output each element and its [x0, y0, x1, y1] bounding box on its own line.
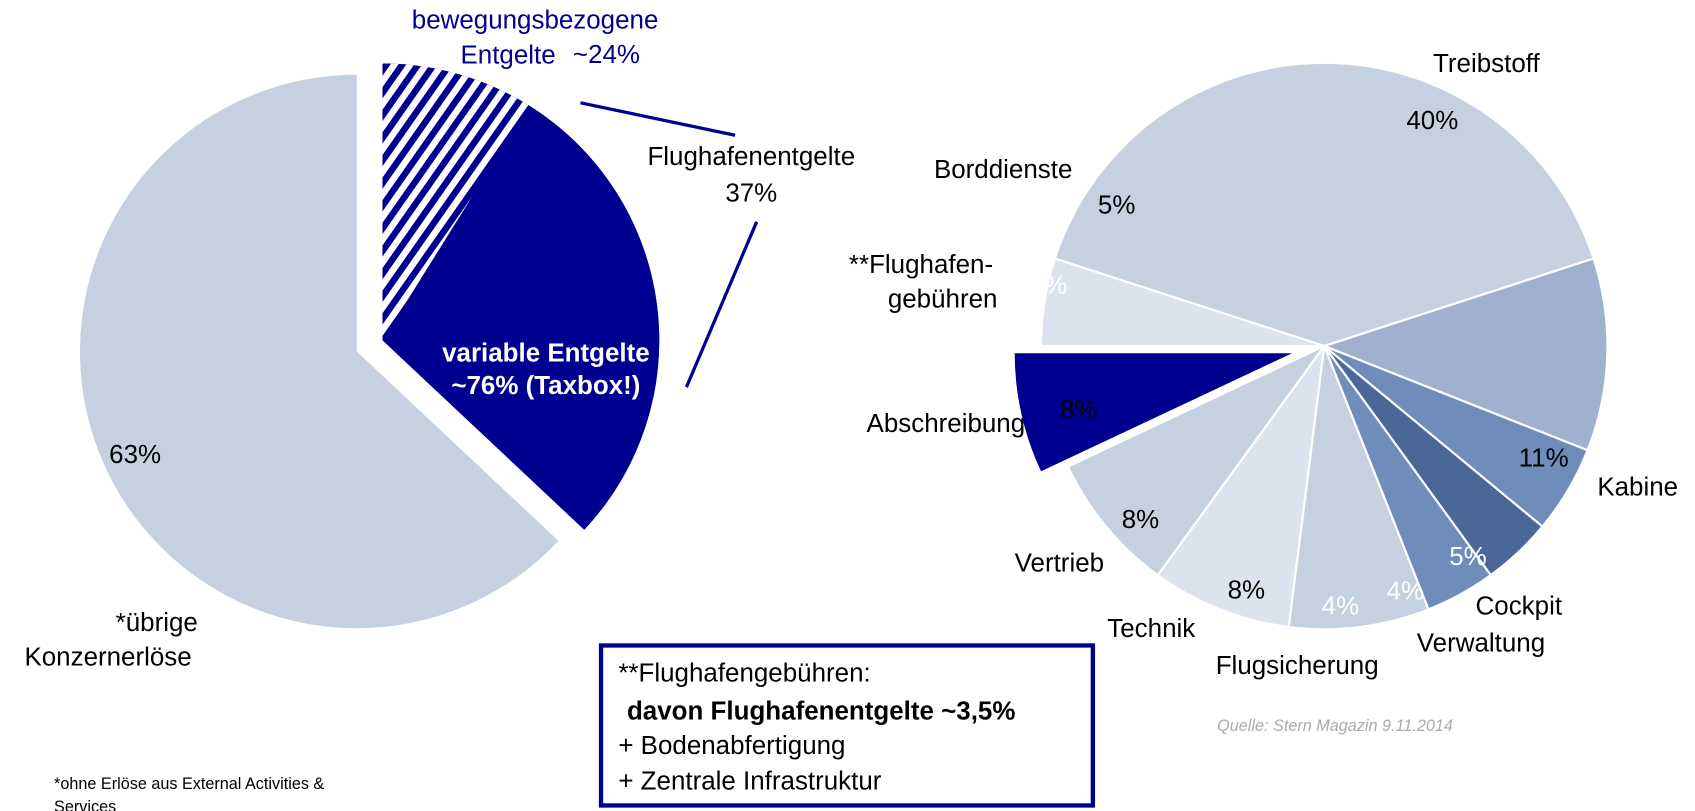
- note-line: davon Flughafenentgelte ~3,5%: [627, 697, 1015, 725]
- pie-slice: [1039, 257, 1325, 348]
- value-label: 5%: [1098, 191, 1136, 219]
- breakdown-slice: [382, 105, 660, 530]
- breakdown-label: bewegungsbezogene Entgelte: [412, 7, 659, 70]
- value-label: 7%: [1030, 271, 1068, 299]
- slice-label: Flughafenentgelte: [647, 143, 855, 171]
- pie-slice: [1156, 345, 1326, 629]
- value-label: 8%: [1122, 506, 1160, 534]
- pie-slice: [1012, 351, 1298, 475]
- note-box: [598, 643, 1096, 808]
- slice-label: Treibstoff: [1433, 50, 1540, 78]
- pie-slice: [1287, 345, 1430, 631]
- pie-slice: [1066, 345, 1326, 577]
- value-label: 11%: [1519, 444, 1569, 472]
- value-label: 4%: [1322, 593, 1360, 621]
- value-label: 4%: [1387, 577, 1425, 605]
- slice-label: Kabine: [1597, 474, 1678, 502]
- slice-label: Flugsicherung: [1216, 652, 1379, 680]
- pie-slice: [1053, 61, 1595, 348]
- pie-slice: [79, 74, 559, 629]
- note-line: + Bodenabfertigung: [618, 732, 845, 760]
- slice-label: **Flughafen-gebühren: [849, 251, 998, 314]
- note-line: + Zentrale Infrastruktur: [618, 768, 881, 796]
- breakdown-value-label: ~24%: [573, 41, 640, 69]
- slice-label: Technik: [1107, 615, 1195, 643]
- slice-label: *übrige Konzernerlöse: [24, 609, 197, 672]
- footnote: Services: [54, 798, 116, 811]
- footnote: *ohne Erlöse aus External Activities &: [54, 775, 324, 793]
- value-label: 40%: [1406, 107, 1458, 135]
- value-label: 37%: [725, 180, 777, 208]
- value-label: 5%: [1449, 543, 1487, 571]
- leader-line: [580, 101, 736, 137]
- slice-label: Vertrieb: [1015, 549, 1104, 577]
- slice-label: Abschreibung: [867, 410, 1026, 438]
- breakdown-label: variable Entgelte: [442, 340, 650, 368]
- breakdown-slice: [382, 63, 530, 341]
- slice-label: Borddienste: [934, 156, 1072, 184]
- leader-line: [684, 221, 759, 388]
- note-line: **Flughafengebühren:: [618, 660, 870, 688]
- value-label: 8%: [1060, 396, 1097, 424]
- pie-slice: [1321, 257, 1609, 452]
- slice-label: Cockpit: [1476, 593, 1563, 621]
- value-label: 8%: [1228, 576, 1266, 604]
- source: Quelle: Stern Magazin 9.11.2014: [1217, 717, 1453, 735]
- value-label: 63%: [109, 441, 161, 469]
- slice-label: Verwaltung: [1417, 629, 1545, 657]
- breakdown-value-label: ~76% (Taxbox!): [451, 372, 640, 400]
